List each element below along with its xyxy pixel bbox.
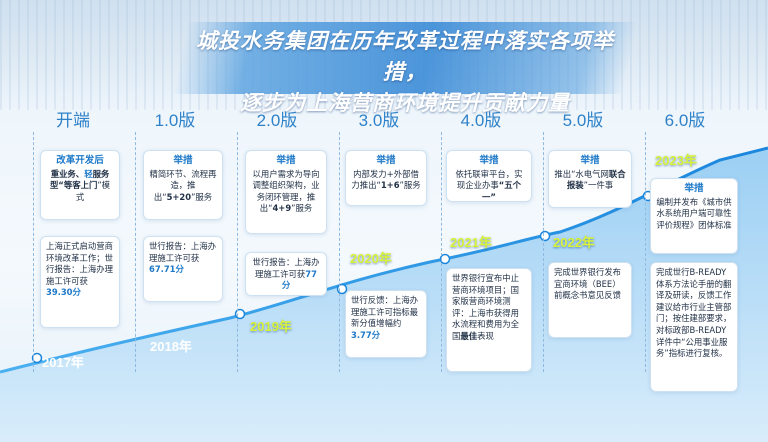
stage-6-action-card: 举措 编制并发布《城市供水系统用户端可靠性评价规程》团体标准 bbox=[650, 178, 738, 254]
stage-label-6: 6.0版 bbox=[664, 111, 706, 130]
stage-2-action-card: 举措 以用户需求为导向调整组织架构，业务闭环管理，推出“4+9”服务 bbox=[245, 150, 327, 234]
stage-divider bbox=[339, 132, 345, 372]
card-body: 完成世界银行发布宜商环境（BEE）前概念书意见反馈 bbox=[554, 267, 621, 301]
card-body: 世行反馈：上海办理施工许可指标最新分值增幅约 bbox=[351, 295, 418, 329]
year-label-2017: 2017年 bbox=[42, 355, 84, 370]
stage-divider bbox=[135, 132, 141, 372]
year-label-2022: 2022年 bbox=[553, 235, 595, 250]
timeline-node-2017 bbox=[31, 352, 43, 364]
card-body: 上海正式启动营商环境改革工作；世行报告：上海办理施工许可获 bbox=[46, 241, 113, 286]
timeline-node-2022 bbox=[539, 230, 551, 242]
stage-0-result-card: 上海正式启动营商环境改革工作；世行报告：上海办理施工许可获39.30分 bbox=[40, 236, 120, 328]
stage-label-3: 3.0版 bbox=[358, 111, 400, 130]
year-label-2018: 2018年 bbox=[150, 339, 192, 354]
stage-label-0: 开端 bbox=[56, 111, 90, 130]
card-heading: 举措 bbox=[479, 155, 499, 166]
year-label-2019: 2019年 bbox=[250, 319, 292, 334]
score-value: 39.30分 bbox=[46, 287, 81, 298]
card-heading: 举措 bbox=[580, 155, 600, 166]
stage-label-1: 1.0版 bbox=[154, 111, 196, 130]
stage-divider bbox=[543, 132, 549, 372]
card-heading: 举措 bbox=[684, 183, 704, 194]
stage-5-result-card: 完成世界银行发布宜商环境（BEE）前概念书意见反馈 bbox=[548, 262, 632, 338]
score-value: 3.77分 bbox=[351, 329, 381, 340]
card-body: 完成世行B-READY体系方法论手册的翻译及研读，反馈工作建议给市行业主管部门；… bbox=[656, 267, 732, 359]
card-body: 世行报告：上海办理施工许可获 bbox=[252, 257, 320, 279]
page-title: 城投水务集团在历年改革过程中落实各项举措， 逐步为上海营商环境提升贡献力量 bbox=[180, 26, 630, 119]
card-body: 世界银行宣布中止营商环境项目；国家版营商环境测评：上海市获得用水流程和费用为全国 bbox=[452, 273, 519, 341]
stage-0-action-card: 改革开发后 重业务、轻服务型“等客上门”模式 bbox=[40, 150, 120, 220]
stage-label-4: 4.0版 bbox=[460, 111, 502, 130]
card-body: 编制并发布《城市供水系统用户端可靠性评价规程》团体标准 bbox=[656, 196, 732, 230]
score-value: 77分 bbox=[281, 268, 317, 291]
stage-divider bbox=[441, 132, 447, 372]
stage-divider bbox=[645, 132, 651, 372]
stage-label-2: 2.0版 bbox=[256, 111, 298, 130]
year-label-2023: 2023年 bbox=[655, 153, 697, 168]
stage-2-result-card: 世行报告：上海办理施工许可获77分 bbox=[245, 252, 327, 296]
stage-label-5: 5.0版 bbox=[562, 111, 604, 130]
stage-3-result-card: 世行反馈：上海办理施工许可指标最新分值增幅约3.77分 bbox=[345, 290, 427, 358]
stage-1-result-card: 世行报告：上海办理施工许可获67.71分 bbox=[143, 236, 223, 302]
stage-4-action-card: 举措 依托联审平台，实现企业办事“五个一” bbox=[446, 150, 532, 202]
stage-3-action-card: 举措 内部发力+外部借力推出“1+6”服务 bbox=[345, 150, 427, 206]
card-body: 依托联审平台，实现企业办事“五个一” bbox=[455, 168, 523, 202]
card-body: 内部发力+外部借力推出“1+6”服务 bbox=[351, 168, 421, 191]
stage-5-action-card: 举措 推出“水电气网联合报装”一件事 bbox=[548, 150, 632, 208]
stage-divider bbox=[33, 132, 39, 372]
card-body: 精简环节、流程再造，推出“5+20”服务 bbox=[149, 168, 217, 202]
card-heading: 举措 bbox=[173, 155, 193, 166]
card-body: 推出“水电气网联合报装”一件事 bbox=[554, 168, 626, 191]
stage-4-result-card: 世界银行宣布中止营商环境项目；国家版营商环境测评：上海市获得用水流程和费用为全国… bbox=[446, 268, 532, 372]
card-heading: 举措 bbox=[376, 155, 396, 166]
stage-1-action-card: 举措 精简环节、流程再造，推出“5+20”服务 bbox=[143, 150, 223, 220]
title-line-1: 城投水务集团在历年改革过程中落实各项举措， bbox=[196, 29, 614, 84]
card-heading: 改革开发后 bbox=[56, 155, 104, 166]
year-label-2021: 2021年 bbox=[450, 235, 492, 250]
card-body: 世行报告：上海办理施工许可获 bbox=[149, 241, 216, 263]
card-heading: 举措 bbox=[276, 155, 296, 166]
card-body: 重业务、轻服务型“等客上门”模式 bbox=[49, 168, 111, 202]
score-value: 67.71分 bbox=[149, 264, 184, 275]
stage-divider bbox=[237, 132, 243, 372]
stage-6-result-card: 完成世行B-READY体系方法论手册的翻译及研读，反馈工作建议给市行业主管部门；… bbox=[650, 262, 738, 392]
title-line-2: 逐步为上海营商环境提升贡献力量 bbox=[240, 91, 570, 115]
timeline-node-2021 bbox=[439, 253, 451, 265]
card-body: 以用户需求为导向调整组织架构，业务闭环管理，推出“4+9”服务 bbox=[252, 168, 320, 214]
year-label-2020: 2020年 bbox=[350, 251, 392, 266]
